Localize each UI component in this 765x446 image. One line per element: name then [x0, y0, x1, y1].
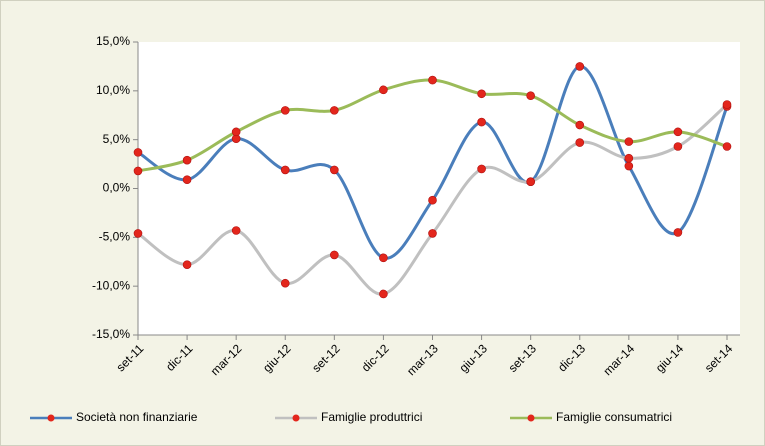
- data-point: [133, 229, 143, 238]
- data-point: [379, 289, 388, 299]
- data-point: [428, 195, 437, 205]
- data-point: [280, 165, 290, 175]
- y-tick-label: -15,0%: [92, 327, 130, 341]
- data-point: [477, 117, 486, 127]
- data-point: [330, 106, 339, 115]
- data-point: [624, 161, 634, 171]
- legend-label: Famiglie produttrici: [321, 410, 422, 424]
- data-point: [624, 153, 634, 163]
- y-tick-label: 0,0%: [103, 181, 131, 195]
- series-line: [137, 64, 729, 260]
- data-point: [133, 148, 143, 157]
- y-tick-label: 15,0%: [96, 34, 130, 48]
- data-point: [231, 127, 241, 137]
- data-point: [330, 250, 339, 260]
- data-point: [722, 100, 732, 109]
- legend-label: Famiglie consumatrici: [556, 410, 672, 424]
- data-point: [575, 120, 585, 130]
- data-point: [428, 229, 437, 238]
- data-point: [477, 89, 486, 99]
- data-point: [330, 165, 339, 175]
- y-tick-label: 10,0%: [96, 83, 130, 97]
- data-point: [379, 85, 388, 95]
- data-point: [182, 155, 192, 165]
- legend-label: Società non finanziarie: [76, 410, 198, 424]
- legend-marker: [527, 414, 535, 422]
- data-point: [379, 253, 388, 263]
- data-point: [231, 226, 241, 235]
- data-point: [477, 164, 486, 174]
- data-point: [280, 106, 290, 115]
- data-point: [428, 75, 437, 85]
- data-point: [673, 127, 683, 137]
- data-point: [133, 166, 143, 176]
- data-point: [526, 177, 535, 186]
- data-point: [673, 142, 683, 151]
- data-point: [624, 137, 634, 146]
- data-point: [673, 228, 683, 237]
- data-point: [722, 142, 732, 151]
- legend-marker: [292, 414, 300, 422]
- data-point: [280, 278, 290, 288]
- data-point: [182, 175, 192, 185]
- y-tick-label: -5,0%: [99, 230, 131, 244]
- y-tick-label: -10,0%: [92, 278, 130, 292]
- data-point: [182, 260, 192, 269]
- data-point: [526, 91, 535, 101]
- data-point: [575, 62, 585, 71]
- y-tick-label: 5,0%: [103, 132, 131, 146]
- data-point: [575, 138, 585, 147]
- legend-marker: [47, 414, 55, 422]
